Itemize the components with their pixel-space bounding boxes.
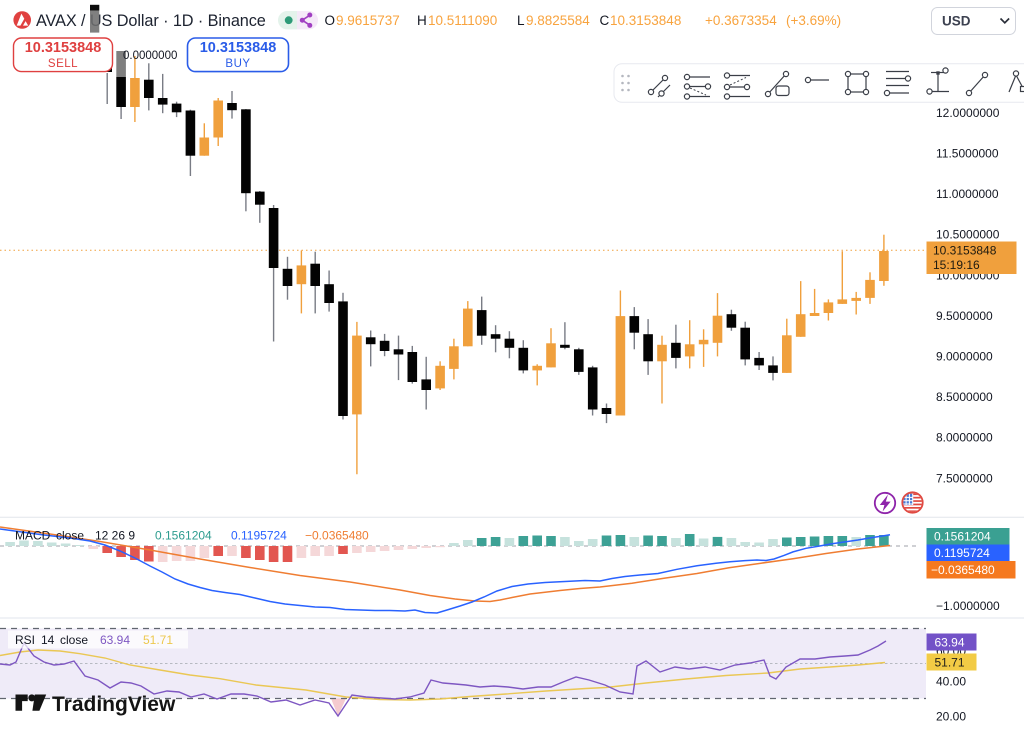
svg-text:10.3153848: 10.3153848 [200,40,277,56]
svg-text:15:19:16: 15:19:16 [933,258,980,272]
svg-text:8.5000000: 8.5000000 [936,390,993,404]
svg-text:(+3.69%): (+3.69%) [786,13,841,28]
svg-text:0.0000000: 0.0000000 [123,50,177,62]
svg-text:9.5000000: 9.5000000 [936,309,993,323]
svg-text:51.71: 51.71 [935,656,965,670]
svg-text:40.00: 40.00 [936,675,966,689]
svg-text:RSI: RSI [15,633,35,647]
svg-text:11.5000000: 11.5000000 [936,147,999,161]
svg-text:7.5000000: 7.5000000 [936,471,993,485]
svg-text:51.71: 51.71 [143,633,173,647]
svg-text:10.3153848: 10.3153848 [933,244,997,258]
svg-text:TradingView: TradingView [52,693,176,716]
svg-text:9.0000000: 9.0000000 [936,350,993,364]
svg-text:14: 14 [41,633,55,647]
svg-text:9.8825584: 9.8825584 [526,13,590,28]
svg-text:−1.0000000: −1.0000000 [936,599,1000,613]
svg-text:63.94: 63.94 [100,633,130,647]
svg-text:L: L [517,13,525,28]
svg-text:63.94: 63.94 [935,636,965,650]
svg-text:10.3153848: 10.3153848 [610,13,681,28]
svg-text:10.5000000: 10.5000000 [936,228,1000,242]
svg-text:O: O [325,13,336,28]
svg-text:12.0000000: 12.0000000 [936,106,1000,120]
svg-text:9.9615737: 9.9615737 [336,13,400,28]
svg-text:C: C [600,13,610,28]
svg-text:10.3153848: 10.3153848 [25,40,102,56]
svg-text:8.0000000: 8.0000000 [936,431,993,445]
svg-text:12 26 9: 12 26 9 [95,529,135,543]
svg-text:USD: USD [942,14,971,29]
svg-text:0.1195724: 0.1195724 [231,529,287,543]
svg-text:BUY: BUY [225,58,250,70]
svg-text:MACD: MACD [15,529,51,543]
svg-text:AVAX / US Dollar · 1D · Binanc: AVAX / US Dollar · 1D · Binance [36,12,266,30]
svg-text:−0.0365480: −0.0365480 [305,529,369,543]
svg-text:H: H [417,13,427,28]
svg-text:0.1195724: 0.1195724 [934,546,990,560]
svg-text:SELL: SELL [48,58,78,70]
svg-text:close: close [56,529,84,543]
svg-text:20.00: 20.00 [936,710,966,724]
svg-text:−0.0365480: −0.0365480 [931,563,995,577]
svg-text:close: close [60,633,88,647]
svg-text:+0.3673354: +0.3673354 [705,13,777,28]
svg-text:10.5111090: 10.5111090 [428,13,497,28]
svg-text:0.1561204: 0.1561204 [934,530,991,544]
svg-text:0.1561204: 0.1561204 [155,529,212,543]
svg-text:11.0000000: 11.0000000 [936,187,999,201]
